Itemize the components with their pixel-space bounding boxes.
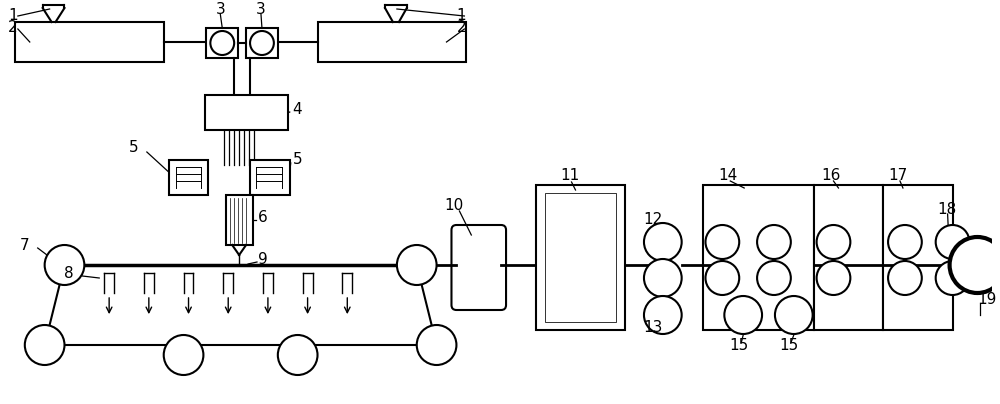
Circle shape bbox=[250, 31, 274, 55]
Circle shape bbox=[45, 245, 84, 285]
Bar bbox=[250, 160, 290, 195]
Text: 5: 5 bbox=[129, 141, 139, 156]
Bar bbox=[545, 193, 616, 322]
Text: 7: 7 bbox=[20, 238, 29, 252]
Circle shape bbox=[817, 225, 850, 259]
Text: 15: 15 bbox=[729, 337, 749, 353]
Circle shape bbox=[724, 296, 762, 334]
Bar bbox=[246, 28, 278, 58]
Bar bbox=[15, 22, 164, 62]
Text: 17: 17 bbox=[888, 168, 907, 183]
Bar bbox=[206, 28, 238, 58]
Text: 8: 8 bbox=[64, 265, 74, 280]
Text: 19: 19 bbox=[977, 292, 997, 307]
Bar bbox=[536, 185, 625, 330]
Circle shape bbox=[950, 237, 1000, 293]
Text: 6: 6 bbox=[258, 210, 268, 225]
Circle shape bbox=[888, 261, 922, 295]
Circle shape bbox=[936, 261, 969, 295]
Bar bbox=[703, 185, 814, 330]
Text: 3: 3 bbox=[215, 2, 225, 17]
Circle shape bbox=[210, 31, 234, 55]
Text: 1: 1 bbox=[456, 8, 466, 23]
Text: 18: 18 bbox=[938, 202, 957, 217]
Text: 15: 15 bbox=[779, 337, 798, 353]
Circle shape bbox=[705, 225, 739, 259]
Text: 2: 2 bbox=[456, 21, 466, 36]
Circle shape bbox=[757, 261, 791, 295]
Circle shape bbox=[936, 225, 969, 259]
FancyBboxPatch shape bbox=[451, 225, 506, 310]
Text: 12: 12 bbox=[643, 213, 662, 227]
Bar bbox=[169, 160, 208, 195]
Circle shape bbox=[278, 335, 318, 375]
Bar bbox=[205, 95, 288, 130]
Text: 4: 4 bbox=[293, 103, 302, 118]
Text: 14: 14 bbox=[718, 168, 738, 183]
Circle shape bbox=[417, 325, 456, 365]
Circle shape bbox=[25, 325, 64, 365]
Text: 2: 2 bbox=[8, 21, 18, 36]
Bar bbox=[814, 185, 883, 330]
Circle shape bbox=[397, 245, 437, 285]
Circle shape bbox=[644, 259, 682, 297]
Circle shape bbox=[644, 296, 682, 334]
Circle shape bbox=[164, 335, 203, 375]
Text: 13: 13 bbox=[643, 320, 662, 335]
Text: 11: 11 bbox=[561, 168, 580, 183]
Circle shape bbox=[775, 296, 813, 334]
Text: 16: 16 bbox=[822, 168, 841, 183]
Circle shape bbox=[705, 261, 739, 295]
Text: 5: 5 bbox=[293, 152, 302, 168]
Bar bbox=[318, 22, 466, 62]
Circle shape bbox=[888, 225, 922, 259]
Circle shape bbox=[817, 261, 850, 295]
Text: 10: 10 bbox=[445, 198, 464, 213]
Circle shape bbox=[757, 225, 791, 259]
Bar bbox=[226, 195, 253, 245]
Text: 9: 9 bbox=[258, 252, 268, 267]
Text: 3: 3 bbox=[256, 2, 266, 17]
Text: 1: 1 bbox=[8, 8, 18, 23]
Circle shape bbox=[644, 223, 682, 261]
Bar bbox=[883, 185, 953, 330]
